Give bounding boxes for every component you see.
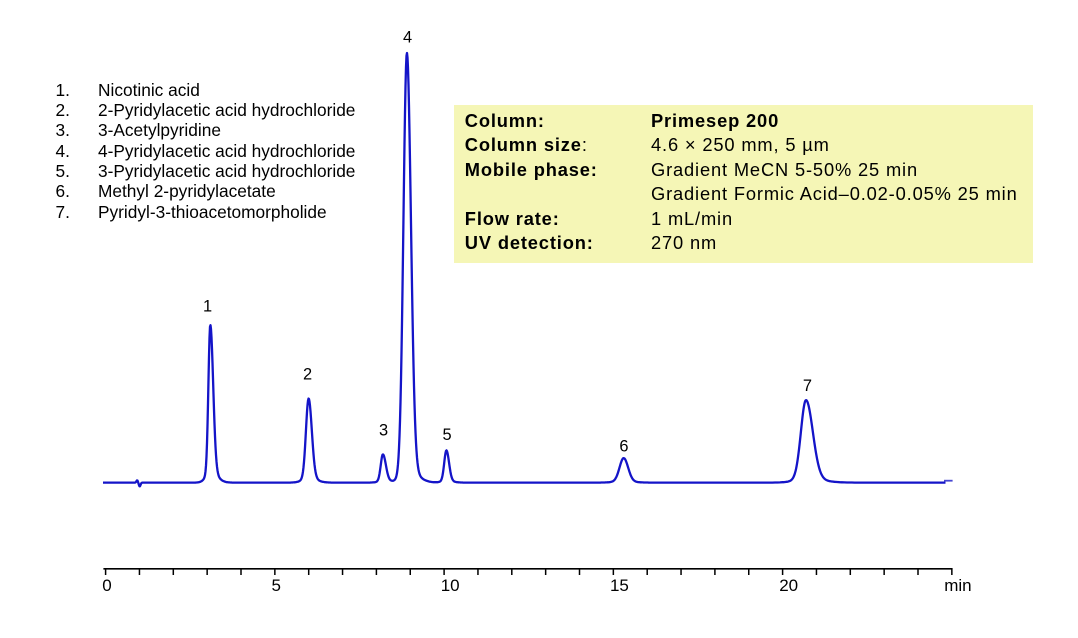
svg-text:2: 2 [303,366,312,384]
svg-text:3: 3 [379,421,388,439]
svg-text:7: 7 [803,377,812,395]
svg-text:0: 0 [102,576,111,595]
svg-text:15: 15 [610,576,629,595]
svg-text:5: 5 [271,576,280,595]
svg-text:5: 5 [442,426,451,444]
svg-text:4: 4 [403,28,412,46]
svg-text:6: 6 [619,438,628,456]
svg-text:1: 1 [203,298,212,316]
svg-text:min: min [944,576,971,595]
svg-text:10: 10 [441,576,460,595]
svg-text:20: 20 [779,576,798,595]
